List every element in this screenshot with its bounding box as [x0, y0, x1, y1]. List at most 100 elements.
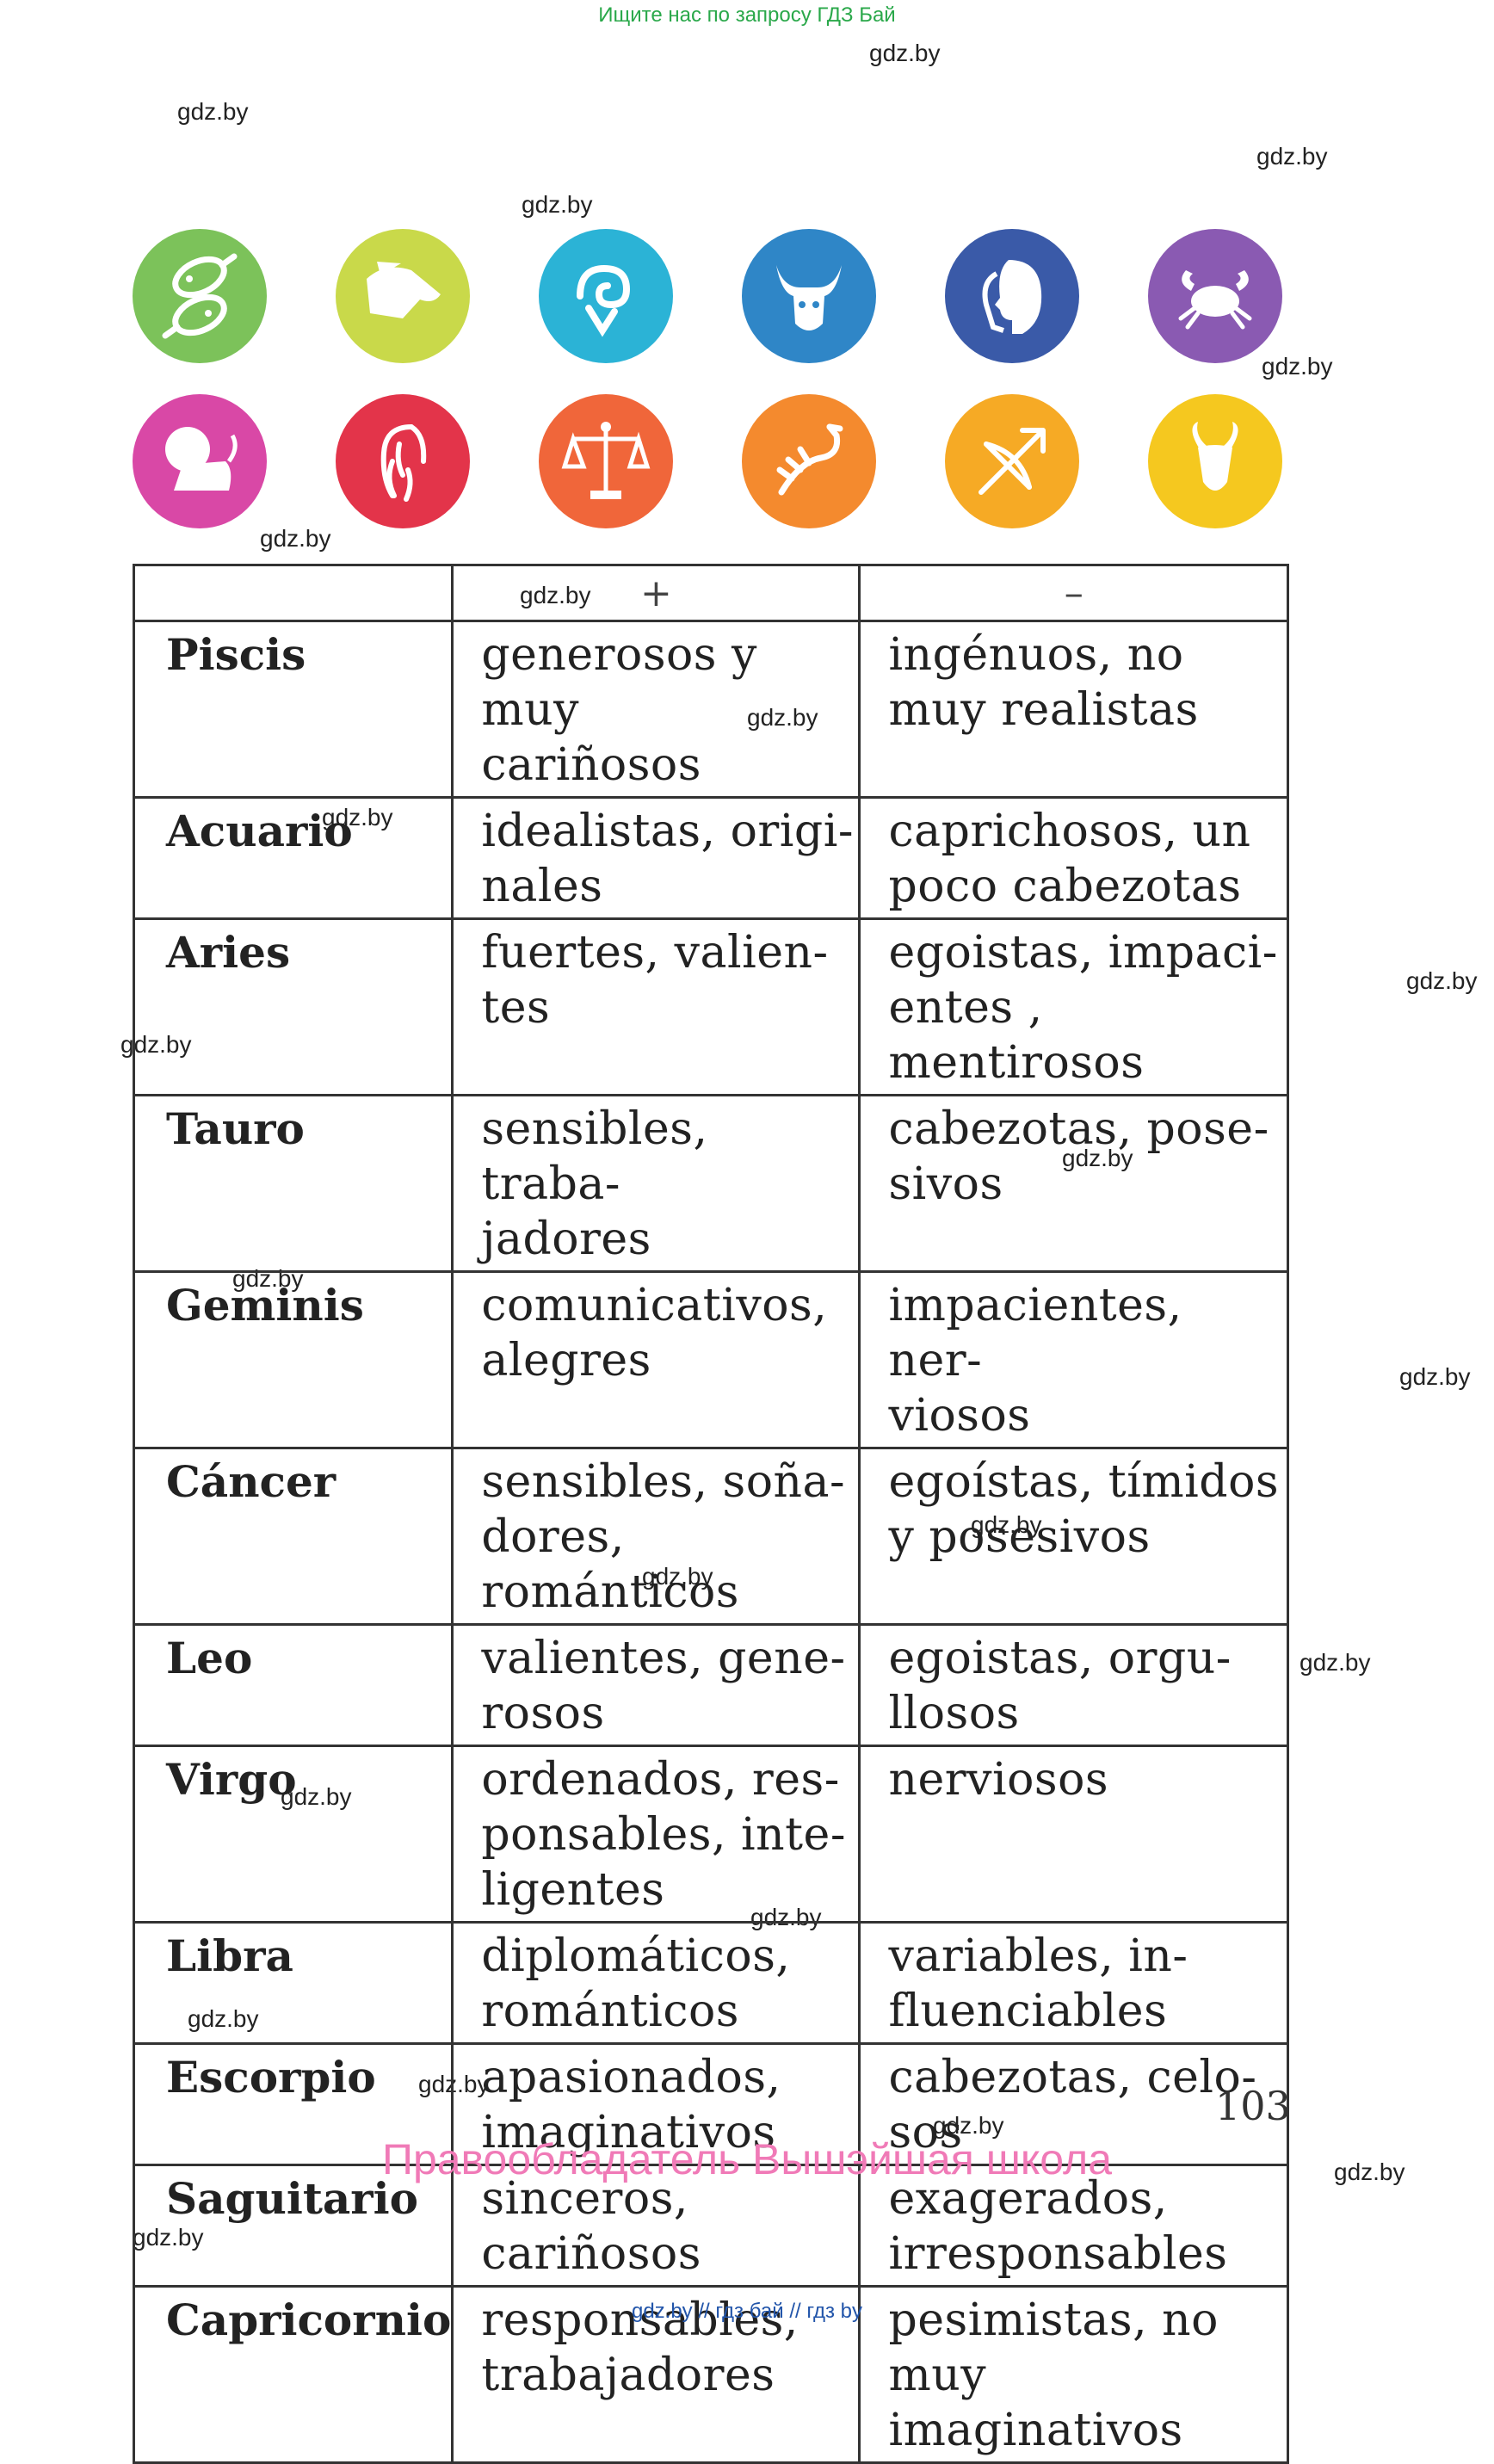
positive-traits-cell: diplomáticos, románticos — [451, 1921, 861, 2045]
negative-traits-cell: egoístas, tímidos y posesivos — [858, 1447, 1289, 1626]
positive-trait-line: rosos — [481, 1688, 605, 1739]
table-row: Tauro sensibles, traba-jadores cabezotas, … — [132, 1094, 1289, 1273]
sign-cell: Cáncer — [132, 1447, 454, 1626]
negative-trait-line: fluenciables — [888, 1985, 1168, 2037]
sign-name: Piscis — [166, 629, 306, 680]
watermark: gdz.by — [260, 525, 331, 552]
table-row: Geminis comunicativos, alegres impacientes,… — [132, 1270, 1289, 1449]
negative-traits-cell: caprichosos, un poco cabezotas — [858, 796, 1289, 920]
positive-traits-cell: fuertes, valien-tes — [451, 917, 861, 1096]
table-row: Aries fuertes, valien-tes egoistas, impaci… — [132, 917, 1289, 1096]
negative-trait-line: llosos — [888, 1688, 1020, 1739]
table-row: Virgo ordenados, res-ponsables, inte-lige… — [132, 1745, 1289, 1924]
sign-cell: Aries — [132, 917, 454, 1096]
positive-trait-line: dores, románticos — [481, 1511, 739, 1618]
gemini-icon — [945, 229, 1079, 363]
sign-name: Virgo — [166, 1754, 297, 1805]
watermark: gdz.by — [1406, 967, 1478, 994]
positive-traits-cell: comunicativos, alegres — [451, 1270, 861, 1449]
positive-trait-line: alegres — [481, 1335, 651, 1386]
negative-trait-line: cabezotas, celo- — [888, 2052, 1257, 2103]
positive-trait-line: sensibles, soña- — [481, 1456, 846, 1508]
sign-cell: Escorpio — [132, 2042, 454, 2166]
sign-cell: Leo — [132, 1623, 454, 1747]
sign-cell: Piscis — [132, 620, 454, 799]
cancer-icon — [1148, 229, 1282, 363]
negative-trait-line: impacientes, ner- — [888, 1280, 1182, 1386]
positive-trait-line: ordenados, res- — [481, 1754, 840, 1806]
watermark: gdz.by — [522, 191, 593, 218]
negative-traits-cell: cabezotas, pose-sivos — [858, 1094, 1289, 1273]
sign-name: Libra — [166, 1930, 293, 1981]
sign-cell: Geminis — [132, 1270, 454, 1449]
table-row: Escorpio apasionados, imaginativos cabezota… — [132, 2042, 1289, 2166]
positive-trait-line: apasionados, — [481, 2052, 781, 2103]
negative-traits-cell: ingénuos, no muy realistas — [858, 620, 1289, 799]
negative-trait-line: poco cabezotas — [888, 861, 1242, 912]
positive-trait-line: idealistas, origi- — [481, 806, 854, 857]
positive-traits-cell: valientes, gene-rosos — [451, 1623, 861, 1747]
header-minus: – — [858, 564, 1289, 622]
positive-traits-cell: ordenados, res-ponsables, inte-ligentes — [451, 1745, 861, 1924]
table-row: Cáncer sensibles, soña-dores, románticos e… — [132, 1447, 1289, 1626]
sign-cell: Libra — [132, 1921, 454, 2045]
footer-links[interactable]: gdz.by // гдз бай // гдз by — [631, 2300, 863, 2323]
sign-name: Tauro — [166, 1103, 305, 1154]
negative-trait-line: y posesivos — [888, 1511, 1151, 1563]
negative-trait-line: egoistas, orgu- — [888, 1633, 1232, 1684]
watermark: gdz.by — [1334, 2158, 1405, 2185]
positive-trait-line: sinceros, — [481, 2173, 688, 2225]
pisces-icon — [133, 229, 267, 363]
positive-trait-line: cariñosos — [481, 739, 701, 791]
negative-trait-line: viosos — [888, 1390, 1031, 1442]
negative-traits-cell: exagerados, irresponsables — [858, 2164, 1289, 2288]
taurus-icon — [742, 229, 876, 363]
sign-name: Acuario — [166, 806, 353, 856]
positive-trait-line: imaginativos — [481, 2107, 776, 2158]
negative-trait-line: caprichosos, un — [888, 806, 1251, 857]
negative-trait-line: cabezotas, pose- — [888, 1103, 1269, 1155]
capricorn-icon — [1148, 394, 1282, 528]
positive-trait-line: fuertes, valien- — [481, 927, 829, 979]
positive-traits-cell: sensibles, traba-jadores — [451, 1094, 861, 1273]
sign-cell: Saguitario — [132, 2164, 454, 2288]
top-banner[interactable]: Ищите нас по запросу ГДЗ Бай — [598, 3, 896, 27]
virgo-icon — [336, 394, 470, 528]
sign-name: Escorpio — [166, 2052, 376, 2103]
leo-icon — [133, 394, 267, 528]
sign-cell: Tauro — [132, 1094, 454, 1273]
sagittarius-icon — [945, 394, 1079, 528]
aquarius-icon — [336, 229, 470, 363]
positive-traits-cell: sensibles, soña-dores, románticos — [451, 1447, 861, 1626]
negative-trait-line: ingénuos, no — [888, 629, 1184, 681]
sign-name: Cáncer — [166, 1456, 336, 1507]
positive-trait-line: comunicativos, — [481, 1280, 828, 1331]
negative-trait-line: sivos — [888, 1158, 1003, 1210]
header-sign — [132, 564, 454, 622]
scorpio-icon — [742, 394, 876, 528]
positive-trait-line: generosos y muy — [481, 629, 757, 736]
rights-holder: Правообладатель Вышэйшая школа — [382, 2135, 1112, 2183]
watermark: gdz.by — [1300, 1649, 1371, 1676]
page-number: 103 — [1215, 2083, 1291, 2129]
sign-cell: Virgo — [132, 1745, 454, 1924]
negative-traits-cell: egoistas, impaci-entes , mentirosos — [858, 917, 1289, 1096]
libra-icon — [539, 394, 673, 528]
table-row: Libra diplomáticos, románticos variables, i… — [132, 1921, 1289, 2045]
table-row: Piscis generosos y muy cariñosos ingénuos, … — [132, 620, 1289, 799]
positive-trait-line: jadores — [481, 1213, 651, 1265]
negative-trait-line: exagerados, — [888, 2173, 1168, 2225]
negative-traits-cell: variables, in-fluenciables — [858, 1921, 1289, 2045]
watermark: gdz.by — [869, 40, 941, 66]
positive-trait-line: románticos — [481, 1985, 739, 2037]
sign-name: Aries — [166, 927, 291, 978]
positive-traits-cell: generosos y muy cariñosos — [451, 620, 861, 799]
negative-trait-line: nerviosos — [888, 1754, 1109, 1806]
negative-trait-line: irresponsables — [888, 2228, 1228, 2280]
negative-trait-line: egoistas, impaci- — [888, 927, 1278, 979]
positive-trait-line: tes — [481, 982, 551, 1034]
negative-trait-line: muy imaginativos — [888, 2350, 1183, 2456]
negative-trait-line: muy realistas — [888, 684, 1199, 736]
table-row: Acuario idealistas, origi-nales caprichoso… — [132, 796, 1289, 920]
negative-trait-line: variables, in- — [888, 1930, 1188, 1982]
